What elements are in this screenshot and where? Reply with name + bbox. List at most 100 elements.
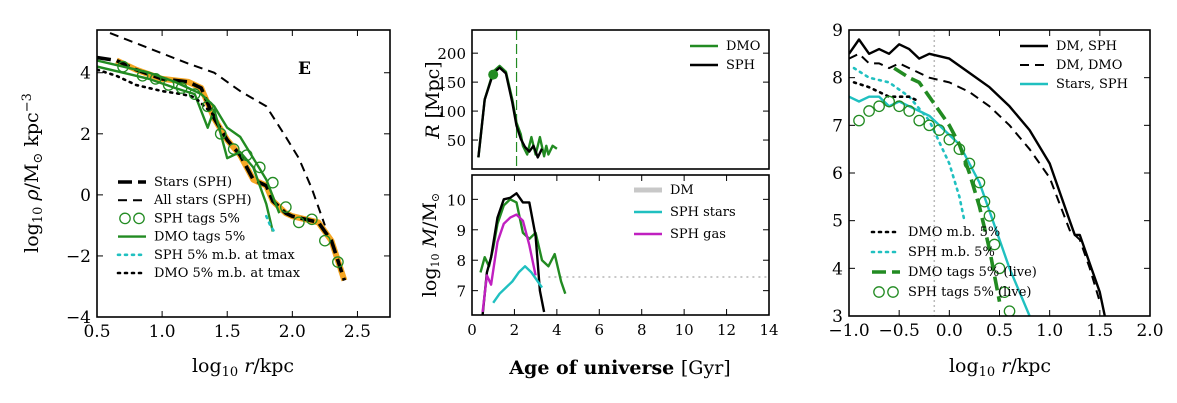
radius-legend-label: DMO [726, 39, 760, 54]
density-xtick-label: 0.5 [83, 322, 110, 342]
density-legend-label: Stars (SPH) [154, 175, 232, 190]
mass-legend-item: SPH stars [634, 205, 736, 220]
density-ytick-label: 0 [80, 186, 91, 206]
profile-point [913, 114, 926, 127]
mass-xlabel: Age of universe [Gyr] [508, 357, 730, 379]
profile-series-line [849, 95, 1031, 316]
density-point [117, 60, 129, 73]
density-xtick-label: 1.5 [214, 322, 241, 342]
density-legend-swatch [133, 212, 145, 225]
profile-legend-label: Stars, SPH [1056, 77, 1128, 92]
density-legend-label: All stars (SPH) [153, 193, 252, 208]
radius-axes-frame [471, 29, 770, 170]
mass-xtick-label: 0 [467, 321, 477, 339]
profile-xtick-label: −1.0 [828, 321, 869, 341]
density-point [332, 256, 344, 268]
density-ytick-label: −4 [66, 308, 91, 328]
mass-xtick-label: 10 [675, 321, 694, 339]
mass-series-line [481, 213, 537, 313]
mass-series-line [492, 265, 543, 304]
density-point [306, 213, 318, 226]
density-point [162, 79, 175, 91]
radius-series-group [477, 30, 558, 169]
profile-legend-item: DM, SPH [1020, 39, 1117, 54]
profile-xtick-label: 2.0 [1136, 321, 1163, 341]
mass-legend: DM SPH stars SPH gas [634, 183, 736, 242]
profile-point [998, 286, 1011, 299]
density-xlabel: log10 r/kpc [192, 355, 294, 380]
radius-ytick-label: 200 [437, 45, 466, 63]
profile-legend-item: DMO tags 5% (live) [872, 265, 1037, 280]
profile-xtick-label: 1.5 [1086, 321, 1113, 341]
profile-xtick-label: 0.5 [986, 321, 1013, 341]
radius-legend-item: DMO [690, 39, 760, 54]
radius-ylabel: R [Mpc] [422, 61, 444, 139]
mass-legend-label: SPH gas [670, 227, 726, 242]
profile-ytick-label: 8 [832, 69, 843, 89]
profile-point [993, 262, 1006, 275]
density-legend-item: SPH 5% m.b. at tmax [116, 248, 295, 263]
profile-series-line [849, 52, 1101, 302]
profile-legend-label: DM, DMO [1056, 58, 1122, 73]
density-point [319, 234, 331, 247]
density-panel: 0.5 1.0 1.5 2.0 2.5 −4 −2 0 2 4 E log10 r/kpc log… [20, 29, 391, 380]
profile-legend-label: DM, SPH [1056, 39, 1117, 54]
mass-ticks: 0 2 4 6 8 10 12 14 7 8 9 10 [447, 175, 779, 339]
profile-point [883, 95, 895, 108]
mass-legend-item: DM [634, 183, 694, 198]
radius-marker [488, 69, 499, 80]
profile-legend: DM, SPH DM, DMO Stars, SPH DMO m.b. 5% SPH m… [870, 39, 1128, 300]
density-legend-item: DMO 5% m.b. at tmax [116, 266, 301, 281]
profile-xtick-label: 0.0 [936, 321, 963, 341]
density-point [240, 149, 253, 162]
radius-ytick-label: 100 [437, 103, 466, 121]
radius-legend-label: SPH [726, 58, 755, 73]
density-point [149, 73, 162, 85]
profile-legend-label: SPH tags 5% (live) [908, 285, 1031, 300]
profile-ytick-label: 6 [832, 164, 843, 184]
radius-series-line [477, 64, 558, 158]
radius-legend-item: SPH [690, 58, 755, 73]
density-point [188, 88, 201, 100]
density-legend-label: SPH tags 5% [154, 211, 240, 226]
profile-legend-item: Stars, SPH [1020, 77, 1128, 92]
profile-ytick-label: 3 [832, 307, 843, 327]
density-point [136, 69, 149, 82]
density-series-group [97, 32, 348, 282]
profile-point [943, 133, 956, 146]
profile-xlabel: log10 r/kpc [949, 355, 1051, 380]
profile-point [953, 143, 966, 156]
profile-panel: −1.0 −0.5 0.0 0.5 1.0 1.5 2.0 3 4 5 6 7 8 9 log10 r/k… [828, 21, 1163, 380]
profile-legend-item: DMO m.b. 5% [870, 225, 1000, 240]
profile-point [988, 238, 1001, 251]
density-legend-item: DMO tags 5% [118, 230, 245, 245]
mass-ytick-label: 10 [447, 191, 466, 209]
panel-annotation: E [298, 59, 311, 79]
profile-series-group [849, 30, 1106, 316]
profile-point [978, 195, 991, 208]
density-legend-item: All stars (SPH) [118, 193, 252, 208]
density-legend-item: SPH tags 5% [119, 211, 240, 226]
mass-ytick-label: 9 [456, 222, 466, 240]
density-xtick-label: 1.0 [149, 322, 176, 342]
profile-point [923, 119, 936, 132]
mass-xtick-label: 2 [510, 321, 520, 339]
mass-panel: 0 2 4 6 8 10 12 14 7 8 9 10 Age of universe [Gyr] l… [419, 174, 779, 379]
density-point [214, 127, 227, 140]
density-series-line [97, 68, 216, 117]
profile-legend-item: DM, DMO [1020, 58, 1122, 73]
profile-point [853, 114, 865, 127]
mass-plot-area [479, 192, 769, 315]
density-plot-area [97, 32, 348, 282]
profile-legend-label: DMO tags 5% (live) [908, 265, 1037, 280]
mass-ytick-label: 8 [456, 252, 466, 270]
profile-xtick-label: 1.0 [1036, 321, 1063, 341]
profile-legend-swatch [873, 286, 885, 298]
density-point [292, 216, 305, 229]
mass-xtick-label: 14 [759, 321, 778, 339]
density-legend-swatch [119, 212, 131, 225]
profile-ytick-label: 9 [832, 21, 843, 41]
profile-point [933, 124, 946, 136]
mass-xtick-label: 4 [552, 321, 562, 339]
profile-series-line [849, 38, 1106, 316]
